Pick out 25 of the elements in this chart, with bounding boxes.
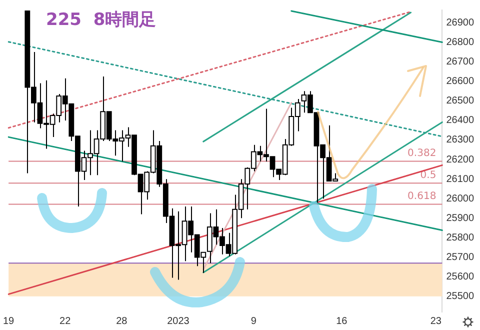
y-tick-label: 26200 xyxy=(446,154,474,166)
annotation: 0.618 xyxy=(408,190,436,202)
x-tick-label: 9 xyxy=(250,316,257,327)
y-tick-label: 25700 xyxy=(446,252,474,264)
x-tick-label: 22 xyxy=(60,316,72,327)
annotation: 0.382 xyxy=(408,148,436,159)
x-tick-label: 19 xyxy=(3,316,15,327)
x-tick-label: 28 xyxy=(116,316,128,327)
y-tick-label: 25600 xyxy=(446,272,474,283)
y-tick-label: 25800 xyxy=(446,232,474,244)
y-tick-label: 25900 xyxy=(446,212,474,224)
y-tick-label: 26600 xyxy=(446,76,474,88)
y-tick-label: 26700 xyxy=(446,56,474,68)
y-tick-label: 26100 xyxy=(446,174,474,185)
x-tick-label: 2023 xyxy=(167,316,190,327)
y-tick-label: 26300 xyxy=(446,134,474,146)
x-tick-label: 16 xyxy=(336,316,348,327)
y-tick-label: 26400 xyxy=(446,115,474,126)
y-tick-label: 26900 xyxy=(446,17,474,28)
x-tick-label: 23 xyxy=(430,316,442,327)
chart-title: 225 8時間足 xyxy=(46,9,156,31)
y-tick-label: 26000 xyxy=(446,193,474,204)
y-tick-label: 26800 xyxy=(446,37,474,48)
y-tick-label: 26500 xyxy=(446,96,474,107)
y-tick-label: 25500 xyxy=(446,291,474,302)
